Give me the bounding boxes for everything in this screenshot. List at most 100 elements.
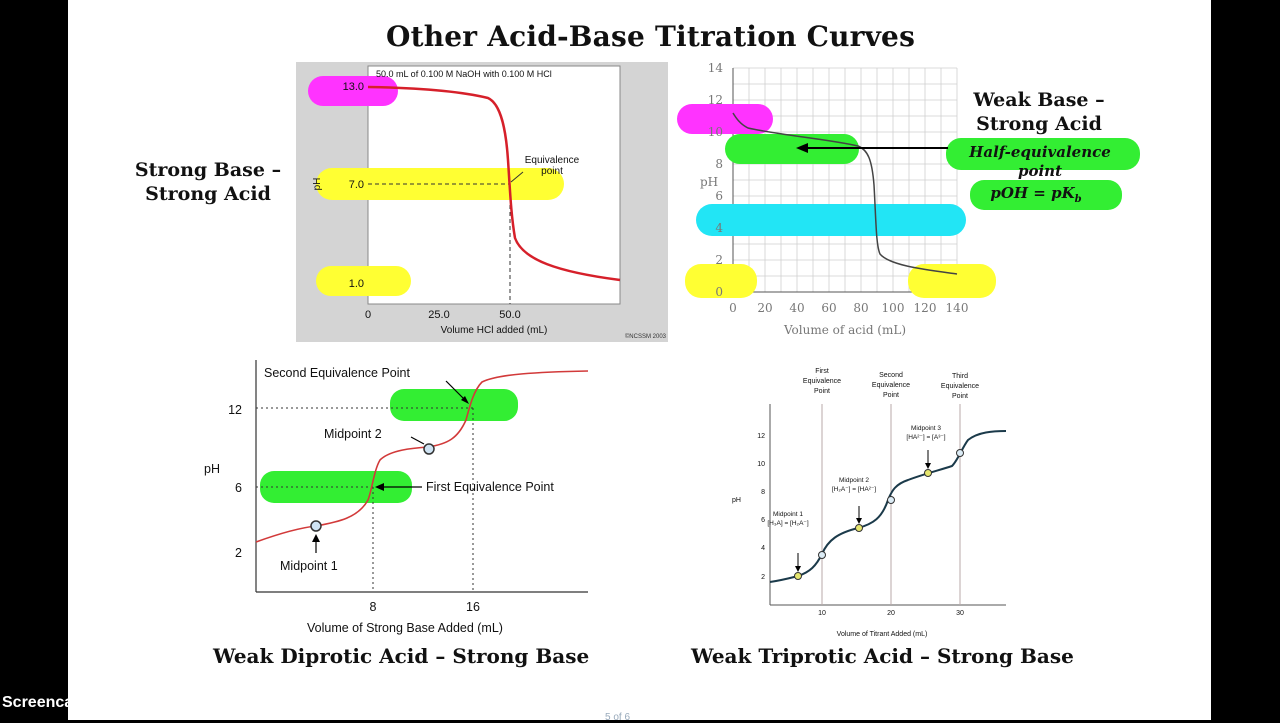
weakbase-xlabel: Volume of acid (mL) xyxy=(783,323,906,337)
triprotic-ytick: 10 xyxy=(757,461,765,468)
weakbase-highlight-green xyxy=(725,134,859,164)
strong-xlabel: Volume HCl added (mL) xyxy=(441,325,548,336)
weakbase-xtick: 60 xyxy=(821,301,836,315)
weakbase-chart: Half-equivalence point pOH = pKb pH 14 1… xyxy=(677,61,1140,337)
triprotic-ytick: 6 xyxy=(761,517,765,524)
diprotic-annot-first-eq: First Equivalence Point xyxy=(426,480,554,494)
triprotic-eq2-label: Equivalence xyxy=(872,382,910,389)
strong-label-line2: Strong Acid xyxy=(145,183,271,205)
weakbase-xtick: 100 xyxy=(882,301,905,315)
diprotic-chart: Second Equivalence Point Midpoint 2 Firs… xyxy=(204,360,589,635)
strong-xtick-25: 25.0 xyxy=(428,309,449,321)
strong-chart-header: 50.0 mL of 0.100 M NaOH with 0.100 M HCl xyxy=(376,69,552,79)
weakbase-label-line2: Strong Acid xyxy=(976,113,1102,135)
triprotic-eq3-marker xyxy=(956,449,964,457)
weakbase-highlight-yellow-left xyxy=(685,264,757,298)
weakbase-ytick: 4 xyxy=(715,221,723,235)
strong-eq-pointer xyxy=(510,171,524,183)
weakbase-half-eq-box xyxy=(946,138,1140,170)
triprotic-eq2-marker xyxy=(887,496,895,504)
strong-label-line1: Strong Base – xyxy=(134,159,282,181)
triprotic-curve xyxy=(769,430,1007,583)
weakbase-ytick: 0 xyxy=(715,285,723,299)
strong-curve xyxy=(367,85,621,282)
triprotic-eq1-label: Equivalence xyxy=(803,378,841,385)
diprotic-xtick: 16 xyxy=(466,600,480,614)
triprotic-mid3-arrowhead xyxy=(925,463,931,469)
weakbase-highlight-cyan xyxy=(696,204,966,236)
triprotic-eq3-label: Equivalence xyxy=(941,383,979,390)
diprotic-midpoint2-pointer xyxy=(410,436,425,445)
page-title: Other Acid-Base Titration Curves xyxy=(386,20,916,53)
strong-xtick-0: 0 xyxy=(365,309,371,321)
weakbase-ytick: 10 xyxy=(708,125,723,139)
triprotic-mid1-eq: [H₃A] = [H₂A⁻] xyxy=(767,520,808,527)
triprotic-mid3-label: Midpoint 3 xyxy=(911,425,941,432)
triprotic-ylabel: pH xyxy=(732,497,741,504)
triprotic-xtick: 10 xyxy=(818,610,826,617)
weakbase-xtick: 0 xyxy=(729,301,737,315)
diprotic-annot-midpoint1: Midpoint 1 xyxy=(280,559,338,573)
diprotic-ytick: 6 xyxy=(235,481,242,495)
diprotic-annot-midpoint2: Midpoint 2 xyxy=(324,427,382,441)
triprotic-ytick: 8 xyxy=(761,489,765,496)
triprotic-midpoint-labels: Midpoint 1 [H₃A] = [H₂A⁻] Midpoint 2 [H₂… xyxy=(767,425,945,527)
triprotic-xticks: 10 20 30 xyxy=(818,610,964,617)
strong-highlight-yellow-low xyxy=(316,266,411,296)
triprotic-midpoint1-marker xyxy=(794,572,802,580)
triprotic-ytick: 12 xyxy=(757,433,765,440)
diprotic-ytick: 2 xyxy=(235,546,242,560)
triprotic-xtick: 20 xyxy=(887,610,895,617)
triprotic-mid2-eq: [H₂A⁻] = [HA²⁻] xyxy=(832,486,876,493)
diprotic-annot-second-eq: Second Equivalence Point xyxy=(264,366,410,380)
weakbase-curve xyxy=(732,112,958,275)
triprotic-eq3-label: Third xyxy=(952,373,968,380)
weakbase-ytick: 12 xyxy=(708,93,723,107)
triprotic-caption: Weak Triprotic Acid – Strong Base xyxy=(691,644,1074,668)
diprotic-ylabel: pH xyxy=(204,462,220,476)
triprotic-eq3-label: Point xyxy=(952,393,968,400)
triprotic-yticks: 12 10 8 6 4 2 xyxy=(757,433,765,581)
weakbase-highlight-magenta xyxy=(677,104,773,134)
weakbase-half-eq-2: point xyxy=(1018,162,1062,180)
strong-eq-annot-1: Equivalence xyxy=(525,155,580,166)
triprotic-eq2-label: Second xyxy=(879,372,903,379)
triprotic-eq1-marker xyxy=(818,551,826,559)
weakbase-poh-box xyxy=(970,180,1122,210)
diprotic-midpoint1-arrowhead xyxy=(312,534,320,542)
strong-label: Strong Base – Strong Acid xyxy=(128,158,288,206)
triprotic-ytick: 4 xyxy=(761,545,765,552)
strong-credit: ©NCSSM 2003 xyxy=(625,333,667,340)
weakbase-xtick: 40 xyxy=(789,301,804,315)
slide: Other Acid-Base Titration Curves Strong … xyxy=(68,0,1211,723)
triprotic-midpoint2-marker xyxy=(855,524,863,532)
strong-eq-annot-2: point xyxy=(541,166,563,177)
weakbase-xticks: 0 20 40 60 80 100 120 140 xyxy=(729,301,968,315)
diprotic-highlight-upper xyxy=(390,389,518,421)
screencast-watermark: Screencast-O-Matic.com xyxy=(2,694,189,711)
triprotic-eq1-label: First xyxy=(815,368,829,375)
weakbase-xtick: 20 xyxy=(757,301,772,315)
triprotic-midpoint3-marker xyxy=(924,469,932,477)
strong-ytick-7: 7.0 xyxy=(349,179,364,191)
diprotic-second-eq-pointer xyxy=(445,380,467,402)
diprotic-first-eq-arrowhead xyxy=(375,483,384,491)
diprotic-midpoint1-marker xyxy=(310,520,322,532)
diprotic-midpoint2-marker xyxy=(423,443,435,455)
triprotic-chart: First Equivalence Point Second Equivalen… xyxy=(732,368,1007,638)
weakbase-ytick: 6 xyxy=(715,189,723,203)
weakbase-half-eq-1: Half-equivalence xyxy=(968,143,1111,161)
weakbase-arrow-head xyxy=(796,143,808,153)
diprotic-ytick: 12 xyxy=(228,403,242,417)
weakbase-xtick: 120 xyxy=(914,301,937,315)
strong-ytick-13: 13.0 xyxy=(343,81,364,93)
diprotic-xlabel: Volume of Strong Base Added (mL) xyxy=(307,621,503,635)
weakbase-ytick: 2 xyxy=(715,253,723,267)
page-indicator: 5 of 6 xyxy=(605,712,631,723)
weakbase-label: Weak Base – Strong Acid xyxy=(946,88,1132,136)
triprotic-ytick: 2 xyxy=(761,574,765,581)
triprotic-xtick: 30 xyxy=(956,610,964,617)
diprotic-second-eq-arrowhead xyxy=(461,396,469,404)
strong-xtick-50: 50.0 xyxy=(499,309,520,321)
triprotic-eq1-label: Point xyxy=(814,388,830,395)
